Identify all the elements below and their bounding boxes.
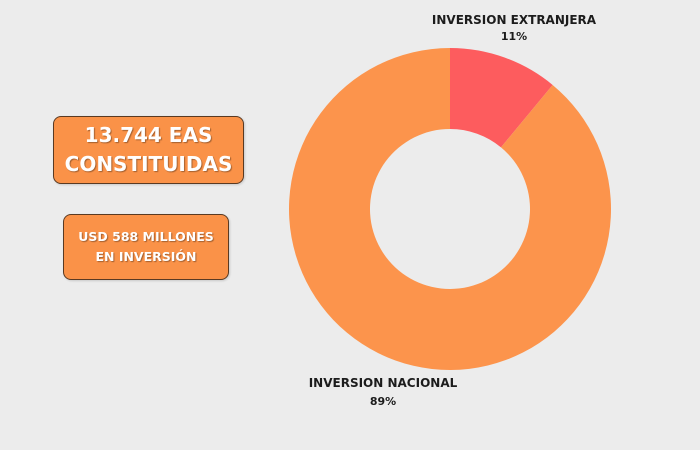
label-extranjera: INVERSION EXTRANJERA 11% [432,13,597,43]
donut-slice-inversion-extranjera [450,48,553,148]
donut-slices [289,48,611,370]
label-extranjera-name: INVERSION EXTRANJERA [432,13,597,27]
label-nacional-name: INVERSION NACIONAL [309,376,458,390]
label-nacional: INVERSION NACIONAL 89% [309,376,458,408]
investment-stat-line1: USD 588 MILLONES [78,229,214,244]
companies-stat-box: 13.744 EAS CONSTITUIDAS [53,116,244,184]
investment-stat-line2: EN INVERSIÓN [95,249,197,264]
donut-slice-inversion-nacional [289,48,611,370]
companies-stat-line1: 13.744 EAS [84,123,213,147]
label-extranjera-value: 11% [501,30,527,43]
companies-stat-line2: CONSTITUIDAS [64,152,233,176]
label-nacional-value: 89% [370,395,396,408]
investment-stat-box: USD 588 MILLONES EN INVERSIÓN [63,214,229,280]
